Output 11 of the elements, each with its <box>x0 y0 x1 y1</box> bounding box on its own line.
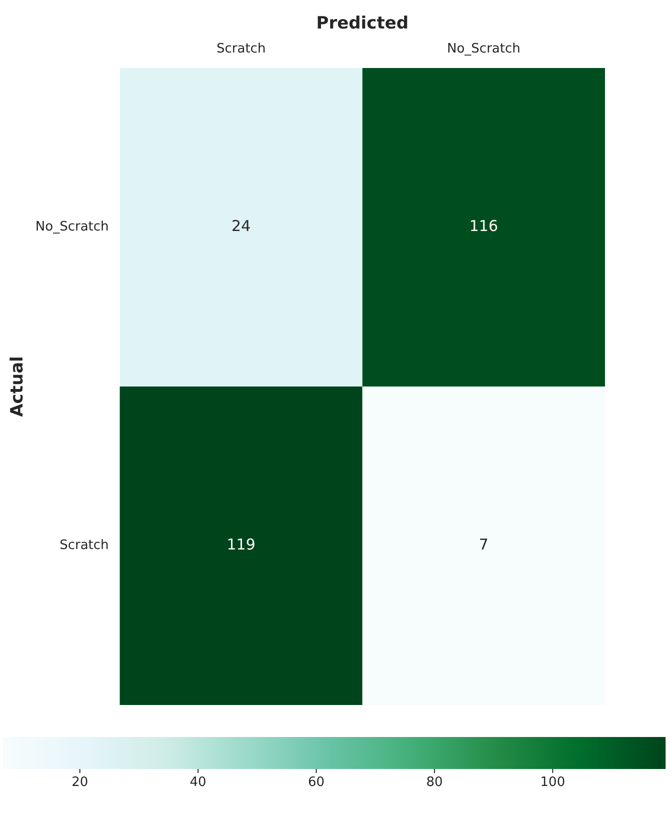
data-label: 24 <box>232 217 251 236</box>
color-bar-label: 20 <box>72 774 88 790</box>
color-bar-label: 40 <box>190 774 206 790</box>
color-bar-label: 80 <box>426 774 443 790</box>
color-bar-label: 100 <box>540 774 566 790</box>
data-label: 116 <box>469 217 498 236</box>
y-axis-title: Actual <box>8 356 28 417</box>
x-axis-title: Predicted <box>316 14 409 34</box>
color-bar-label: 60 <box>308 774 325 790</box>
data-label: 119 <box>226 536 256 554</box>
data-label: 7 <box>478 536 488 554</box>
